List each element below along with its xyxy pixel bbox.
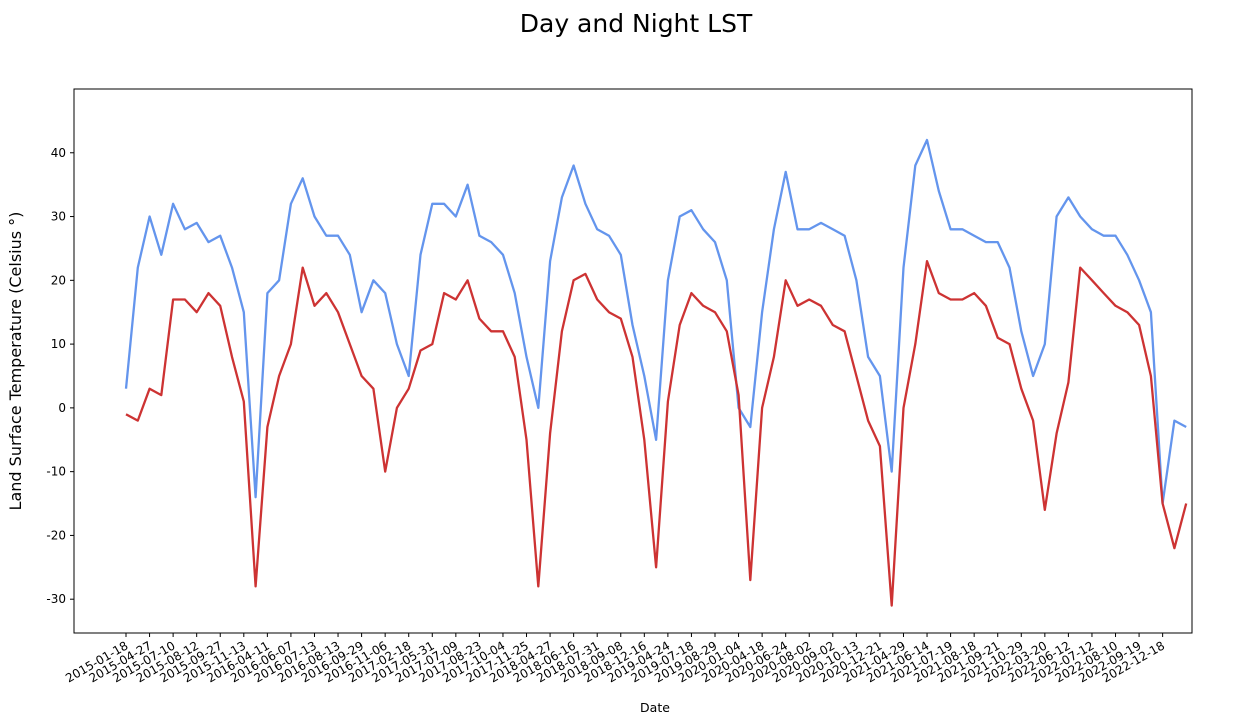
series-line-day bbox=[124, 138, 1187, 505]
y-tick-label: -30 bbox=[46, 592, 66, 606]
y-tick-label: 0 bbox=[58, 401, 66, 415]
series-line-night bbox=[125, 260, 1188, 607]
x-axis-label: Date bbox=[640, 700, 670, 715]
plot-frame bbox=[73, 88, 1193, 634]
x-axis: 2015-01-182015-04-272015-07-102015-08-12… bbox=[63, 633, 1167, 685]
y-tick-label: 40 bbox=[51, 146, 66, 160]
y-tick-label: 20 bbox=[51, 273, 66, 287]
y-tick-label: 30 bbox=[51, 210, 66, 224]
y-tick-label: 10 bbox=[51, 337, 66, 351]
y-axis: -30 -20 -10 0 10 20 30 40 bbox=[46, 146, 74, 606]
y-axis-label: Land Surface Temperature (Celsius °) bbox=[6, 212, 25, 511]
y-tick-label: -20 bbox=[46, 528, 66, 542]
y-tick-label: -10 bbox=[46, 465, 66, 479]
chart-title: Day and Night LST bbox=[520, 9, 753, 38]
series-lines bbox=[124, 138, 1188, 607]
